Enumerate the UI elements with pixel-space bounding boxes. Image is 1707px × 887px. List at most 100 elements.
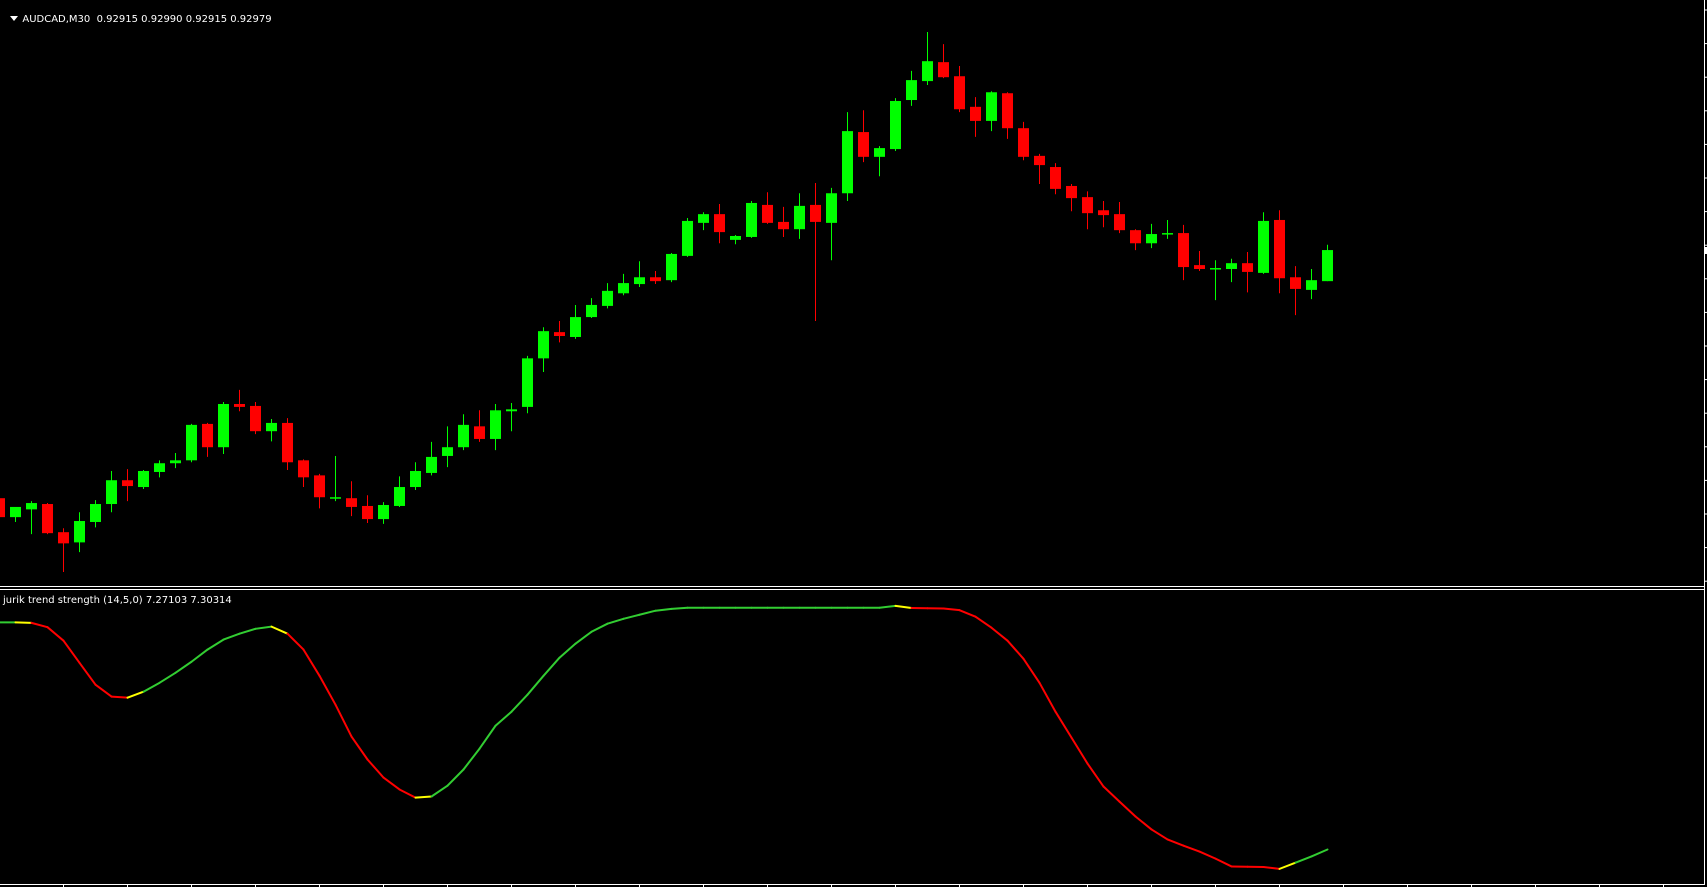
candle-body bbox=[106, 480, 117, 505]
indicator-segment bbox=[1022, 657, 1041, 684]
candle bbox=[586, 298, 597, 319]
indicator-segment bbox=[1070, 736, 1089, 765]
indicator-segment bbox=[590, 622, 609, 633]
indicator-segment bbox=[1262, 865, 1281, 870]
candle-body bbox=[602, 290, 613, 306]
indicator-segment bbox=[990, 626, 1009, 642]
candle-body bbox=[762, 204, 773, 223]
candle bbox=[138, 470, 149, 489]
indicator-segment bbox=[14, 621, 33, 624]
candle-body bbox=[1114, 214, 1125, 231]
indicator-segment bbox=[1038, 681, 1057, 713]
candle bbox=[538, 327, 549, 372]
indicator-segment bbox=[46, 626, 65, 642]
indicator-segment bbox=[494, 710, 513, 727]
candle-body bbox=[362, 505, 373, 520]
candle-body bbox=[714, 214, 725, 233]
candle bbox=[1034, 153, 1045, 185]
candle-body bbox=[1162, 233, 1173, 235]
indicator-segment bbox=[1294, 855, 1313, 864]
candle-body bbox=[170, 460, 181, 464]
candle-body bbox=[570, 317, 581, 337]
candle-body bbox=[1002, 93, 1013, 129]
candle bbox=[330, 455, 341, 502]
candle-body bbox=[698, 214, 709, 223]
candle-body bbox=[666, 253, 677, 281]
candle-body bbox=[458, 424, 469, 448]
candle-body bbox=[266, 422, 277, 432]
price-candles bbox=[0, 32, 1333, 573]
candle bbox=[858, 110, 869, 163]
candle bbox=[10, 506, 21, 522]
candle-body bbox=[1018, 128, 1029, 157]
candle bbox=[1322, 244, 1333, 282]
candle bbox=[426, 441, 437, 476]
candle bbox=[730, 235, 741, 245]
candle-body bbox=[538, 331, 549, 359]
candle-body bbox=[154, 463, 165, 472]
candle bbox=[922, 32, 933, 85]
candle-body bbox=[378, 504, 389, 520]
indicator-segment bbox=[126, 690, 145, 699]
candle bbox=[1082, 191, 1093, 230]
candle bbox=[1242, 252, 1253, 293]
candle bbox=[634, 261, 645, 287]
candle bbox=[42, 503, 53, 535]
candle bbox=[874, 146, 885, 177]
candle-body bbox=[250, 405, 261, 432]
candle-body bbox=[1322, 250, 1333, 282]
symbol-label: AUDCAD,M30 bbox=[22, 14, 91, 25]
indicator-segment bbox=[366, 758, 385, 779]
candle-body bbox=[314, 475, 325, 498]
candle-body bbox=[778, 221, 789, 230]
candle bbox=[154, 460, 165, 478]
candle-body bbox=[970, 106, 981, 121]
indicator-segment bbox=[270, 625, 289, 635]
candle bbox=[1018, 121, 1029, 161]
candle bbox=[26, 501, 37, 535]
indicator-segment bbox=[1198, 850, 1217, 860]
candle bbox=[0, 498, 5, 518]
candle-body bbox=[634, 277, 645, 285]
candle bbox=[1162, 219, 1173, 239]
candle bbox=[298, 459, 309, 488]
candle-body bbox=[826, 193, 837, 223]
candle bbox=[1274, 210, 1285, 294]
candle-body bbox=[506, 409, 517, 412]
candle-body bbox=[554, 332, 565, 337]
candle bbox=[458, 414, 469, 451]
indicator-segment bbox=[350, 735, 369, 761]
triangle-down-icon[interactable] bbox=[10, 16, 19, 21]
candle-body bbox=[730, 235, 741, 240]
candle bbox=[970, 97, 981, 137]
candle bbox=[890, 98, 901, 152]
indicator-segment bbox=[670, 606, 689, 610]
indicator-segment bbox=[62, 639, 81, 664]
candle-body bbox=[586, 304, 597, 318]
candle bbox=[346, 481, 357, 517]
candle-body bbox=[1258, 220, 1269, 273]
indicator-segment bbox=[222, 632, 241, 641]
candle bbox=[218, 402, 229, 455]
indicator-segment bbox=[622, 613, 641, 620]
indicator-segment bbox=[1134, 815, 1153, 831]
candle bbox=[74, 512, 85, 553]
candle bbox=[250, 402, 261, 435]
indicator-segment bbox=[446, 768, 465, 787]
candle bbox=[1066, 184, 1077, 212]
candle bbox=[1130, 229, 1141, 251]
candle bbox=[714, 203, 725, 244]
candle bbox=[618, 273, 629, 296]
candle bbox=[442, 426, 453, 468]
indicator-segment bbox=[430, 784, 449, 798]
candle bbox=[1002, 92, 1013, 139]
candle-body bbox=[1306, 280, 1317, 290]
candle bbox=[1290, 266, 1301, 316]
candle-body bbox=[842, 131, 853, 194]
indicator-segment bbox=[1150, 828, 1169, 841]
candle-body bbox=[618, 283, 629, 294]
candle-body bbox=[746, 202, 757, 237]
candle-body bbox=[522, 358, 533, 407]
indicator-segment bbox=[974, 615, 993, 629]
